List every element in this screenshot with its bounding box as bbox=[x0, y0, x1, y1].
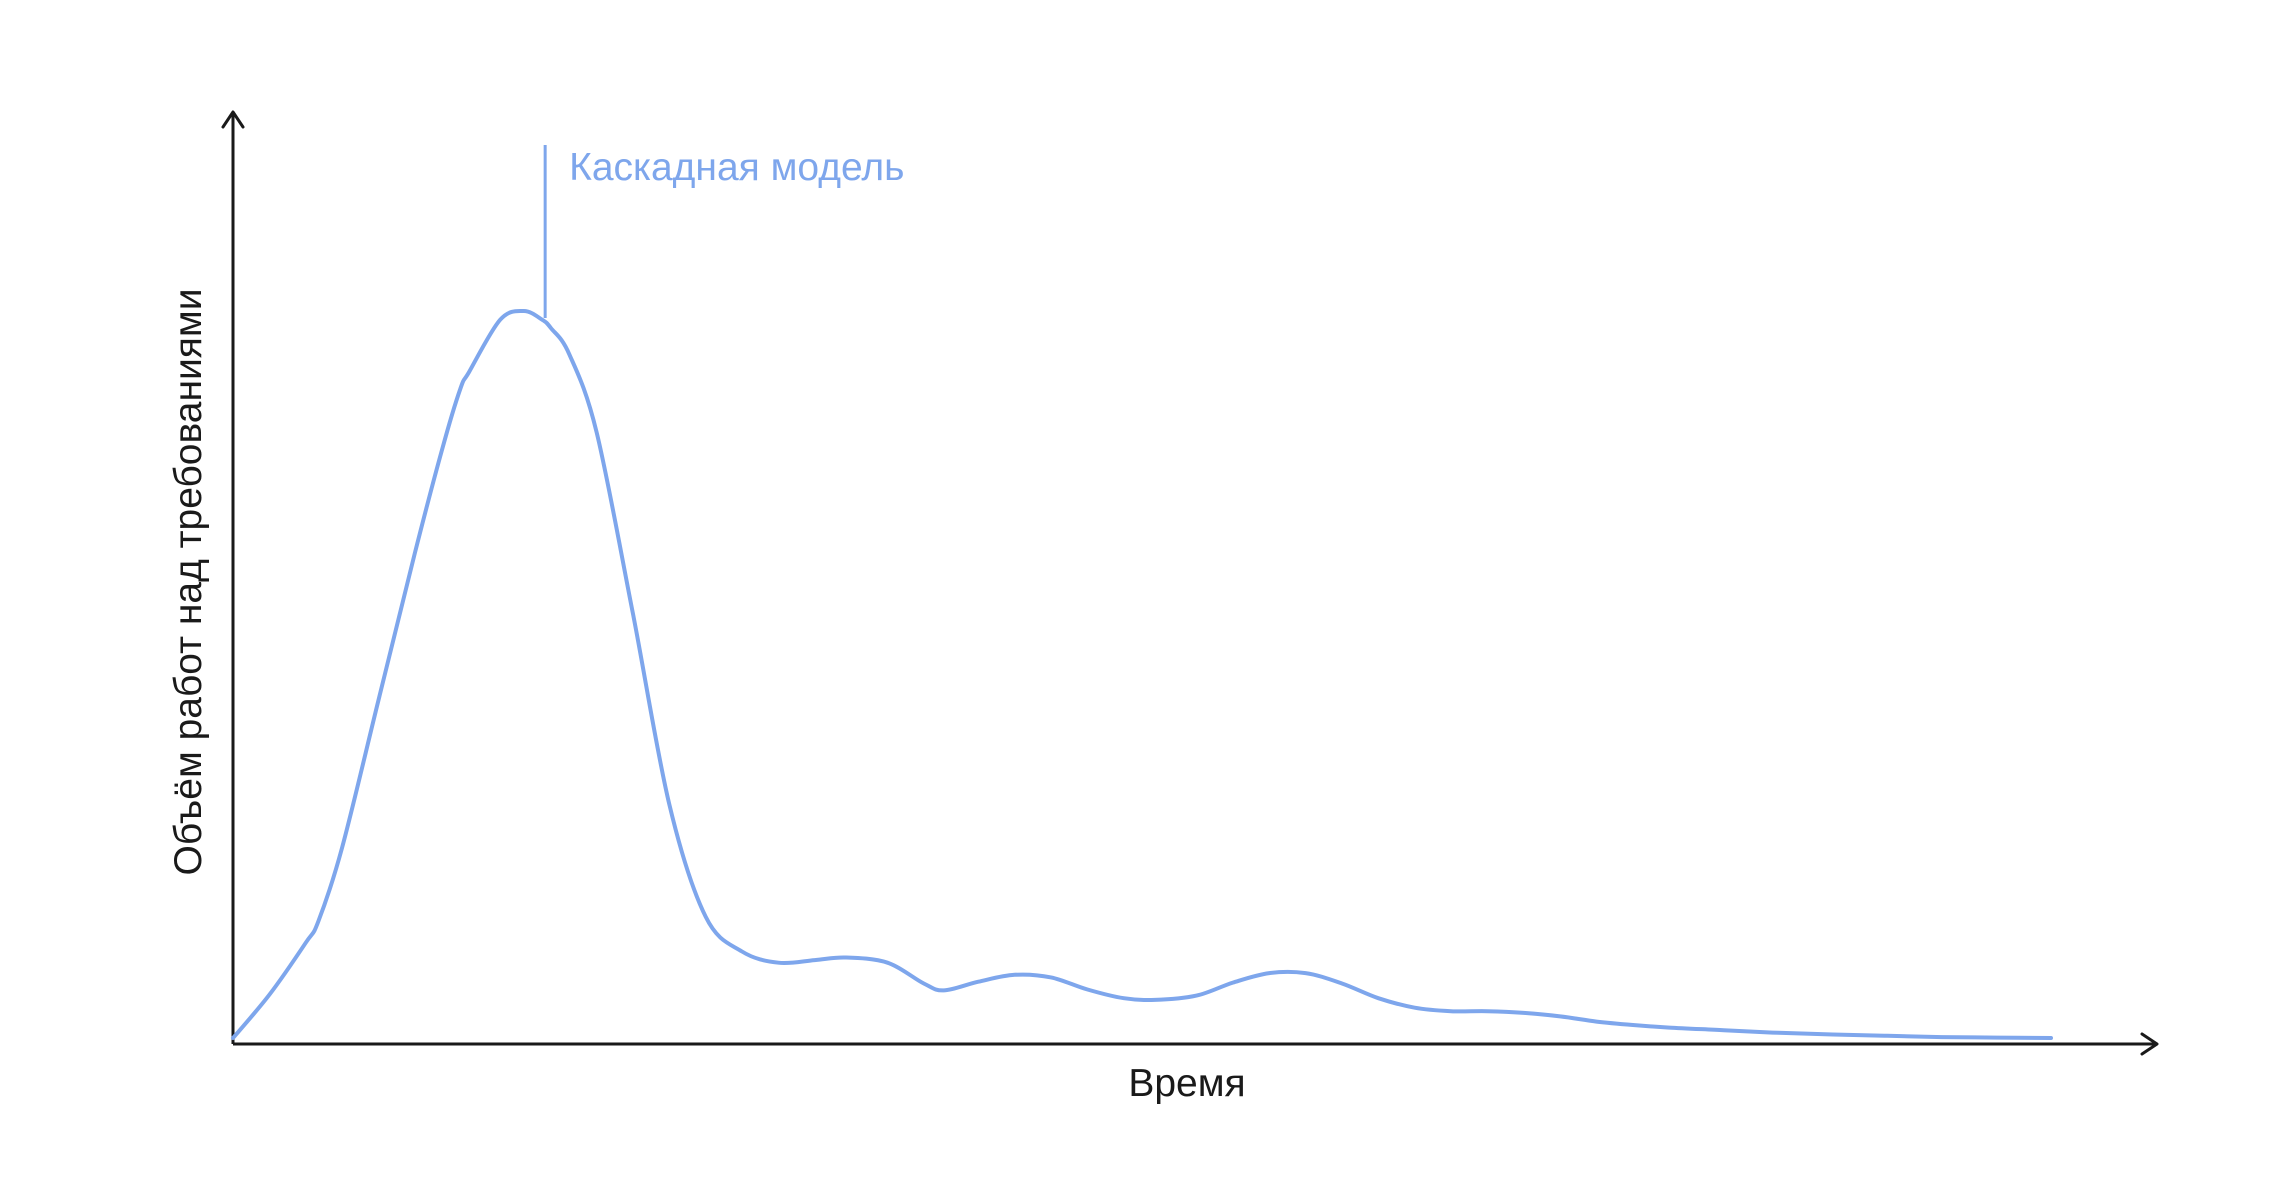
x-axis-arrow bbox=[2140, 1032, 2159, 1056]
annotation-label: Каскадная модель bbox=[569, 146, 904, 189]
x-axis-label: Время bbox=[1128, 1062, 1245, 1105]
series-line bbox=[231, 308, 2053, 1040]
y-axis-arrow bbox=[221, 110, 245, 129]
y-axis-label: Объём работ над требованиями bbox=[167, 289, 210, 876]
